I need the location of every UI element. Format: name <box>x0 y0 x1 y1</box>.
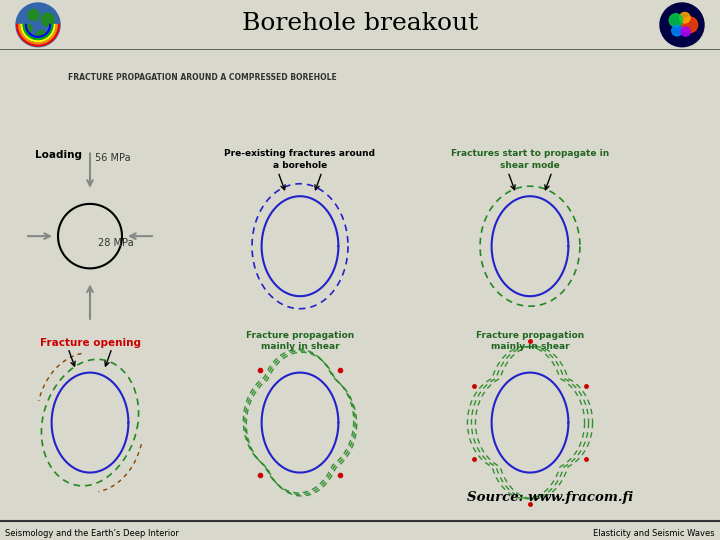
Text: Elasticity and Seismic Waves: Elasticity and Seismic Waves <box>593 529 715 538</box>
Circle shape <box>682 17 698 33</box>
Text: 56 MPa: 56 MPa <box>95 152 130 163</box>
Circle shape <box>16 3 60 46</box>
Text: shear mode: shear mode <box>500 160 560 170</box>
Circle shape <box>660 3 704 46</box>
Text: Fracture opening: Fracture opening <box>40 338 140 348</box>
Text: Fracture propagation: Fracture propagation <box>476 331 584 340</box>
Circle shape <box>681 27 690 36</box>
Circle shape <box>669 14 683 27</box>
Text: mainly in shear: mainly in shear <box>261 342 339 351</box>
Text: Fracture propagation: Fracture propagation <box>246 331 354 340</box>
Circle shape <box>28 9 39 21</box>
Text: Fractures start to propagate in: Fractures start to propagate in <box>451 148 609 158</box>
Text: 28 MPa: 28 MPa <box>98 238 134 248</box>
Text: a borehole: a borehole <box>273 160 327 170</box>
Text: Loading: Loading <box>35 150 82 159</box>
Text: Borehole breakout: Borehole breakout <box>242 12 478 35</box>
Text: Seismology and the Earth’s Deep Interior: Seismology and the Earth’s Deep Interior <box>5 529 179 538</box>
Circle shape <box>36 31 46 40</box>
Circle shape <box>41 13 54 26</box>
Circle shape <box>680 12 690 23</box>
Text: mainly in shear: mainly in shear <box>491 342 570 351</box>
Circle shape <box>672 25 683 36</box>
Text: Pre-existing fractures around: Pre-existing fractures around <box>225 148 376 158</box>
Circle shape <box>23 24 32 33</box>
Text: Source: www.fracom.fi: Source: www.fracom.fi <box>467 491 633 504</box>
Text: FRACTURE PROPAGATION AROUND A COMPRESSED BOREHOLE: FRACTURE PROPAGATION AROUND A COMPRESSED… <box>68 73 337 82</box>
